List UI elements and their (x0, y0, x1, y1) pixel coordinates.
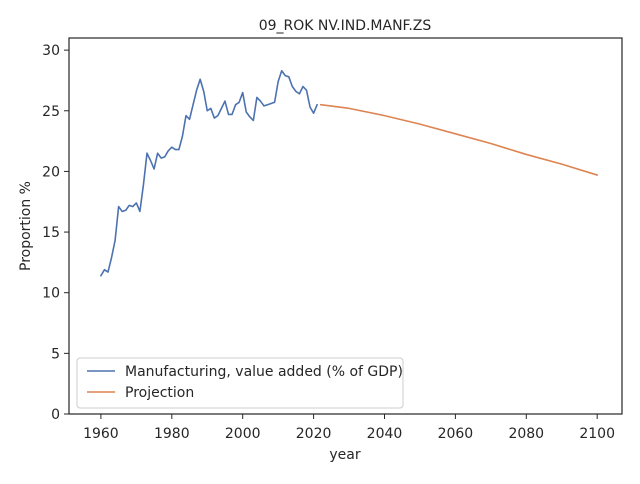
x-axis-label: year (329, 447, 360, 463)
plot-frame (68, 37, 623, 415)
legend: Manufacturing, value added (% of GDP) Pr… (76, 357, 404, 409)
x-tick-label: 2000 (225, 426, 261, 442)
series-line-manufacturing (100, 69, 318, 277)
y-axis-label: Proportion % (18, 181, 34, 271)
legend-label-manufacturing: Manufacturing, value added (% of GDP) (125, 364, 403, 380)
y-tick-label: 30 (42, 43, 60, 59)
x-tick-label: 2020 (296, 426, 332, 442)
legend-label-projection: Projection (125, 385, 194, 401)
series-line-projection (319, 103, 598, 176)
y-tick-label: 15 (42, 225, 60, 241)
x-tick-label: 1980 (154, 426, 190, 442)
legend-box (76, 357, 404, 409)
x-axis: 1960 1980 2000 2020 2040 2060 2080 2100 (83, 414, 615, 442)
y-tick-label: 25 (42, 104, 60, 120)
chart-title: 09_ROK NV.IND.MANF.ZS (259, 18, 432, 34)
x-tick-label: 2080 (508, 426, 544, 442)
x-tick-label: 2060 (438, 426, 474, 442)
series-lines (100, 69, 598, 277)
y-tick-label: 10 (42, 286, 60, 302)
x-tick-label: 1960 (83, 426, 119, 442)
y-axis: 0 5 10 15 20 25 30 (42, 43, 69, 423)
x-tick-label: 2040 (367, 426, 403, 442)
y-tick-label: 0 (51, 407, 60, 423)
x-tick-label: 2100 (579, 426, 615, 442)
y-tick-label: 20 (42, 164, 60, 180)
y-tick-label: 5 (51, 346, 60, 362)
